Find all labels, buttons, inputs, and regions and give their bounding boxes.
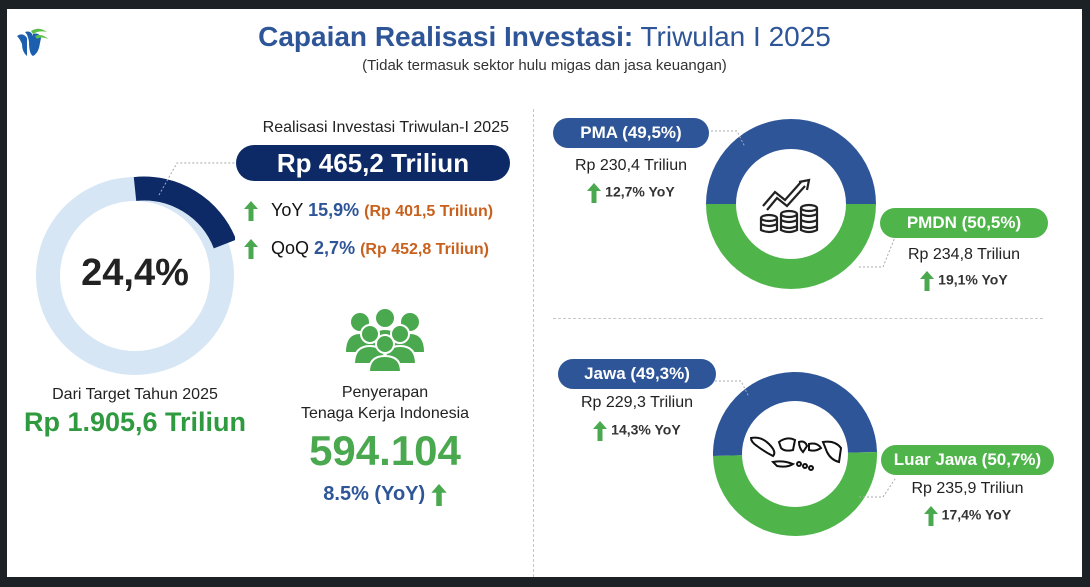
pmdn-yoy: 19,1% YoY <box>938 271 1008 288</box>
yoy-percent: 15,9% <box>308 200 360 220</box>
up-arrow-icon <box>244 239 258 260</box>
pmdn-label: PMDN (50,5%) <box>906 213 1022 232</box>
infographic-canvas: Capaian Realisasi Investasi: Triwulan I … <box>7 9 1082 577</box>
luar-jawa-yoy: 17,4% YoY <box>941 506 1012 523</box>
qoq-row: QoQ 2,7% (Rp 452,8 Triliun) <box>244 238 490 260</box>
realisasi-value-pill: Rp 465,2 Triliun <box>236 145 510 181</box>
employment-line1: Penyerapan <box>341 384 429 401</box>
qoq-label: QoQ <box>271 238 310 258</box>
title-period: Triwulan I 2025 <box>640 21 831 52</box>
up-arrow-icon <box>431 483 447 506</box>
jawa-donut-chart <box>713 372 877 536</box>
connector-line <box>859 236 896 268</box>
jawa-label: Jawa (49,3%) <box>584 364 690 383</box>
bkpm-logo-icon <box>17 28 48 56</box>
employment-line2: Tenaga Kerja Indonesia <box>300 405 470 422</box>
pma-pill: PMA (49,5%) <box>553 118 709 148</box>
connector-line <box>707 130 746 148</box>
jawa-value: Rp 229,3 Triliun <box>580 394 694 411</box>
connector-line <box>859 478 896 498</box>
luar-jawa-yoy-row: 17,4% YoY <box>881 506 1054 526</box>
realisasi-value: Rp 465,2 Triliun <box>276 148 470 178</box>
jawa-pill: Jawa (49,3%) <box>558 359 716 389</box>
people-group-icon <box>346 309 424 372</box>
page-subtitle: (Tidak termasuk sektor hulu migas dan ja… <box>362 57 727 74</box>
target-caption: Dari Target Tahun 2025 <box>52 386 218 403</box>
up-arrow-icon <box>593 421 608 441</box>
up-arrow-icon <box>587 183 602 203</box>
pmdn-yoy-row: 19,1% YoY <box>880 271 1048 291</box>
jawa-yoy: 14,3% YoY <box>611 421 681 438</box>
indonesia-map-icon <box>749 436 843 471</box>
target-value: Rp 1.905,6 Triliun <box>23 407 247 437</box>
pmdn-pill: PMDN (50,5%) <box>880 208 1048 238</box>
yoy-reference: (Rp 401,5 Triliun) <box>364 203 494 220</box>
realisasi-label: Realisasi Investasi Triwulan-I 2025 <box>262 119 509 136</box>
luar-jawa-value: Rp 235,9 Triliun <box>911 480 1024 497</box>
pma-value: Rp 230,4 Triliun <box>574 157 688 174</box>
pma-yoy: 12,7% YoY <box>605 183 675 200</box>
up-arrow-icon <box>244 201 258 222</box>
up-arrow-icon <box>920 271 935 291</box>
pma-label: PMA (49,5%) <box>580 123 682 142</box>
pmdn-value: Rp 234,8 Triliun <box>907 246 1021 263</box>
yoy-label: YoY <box>271 200 304 220</box>
page-title: Capaian Realisasi Investasi: Triwulan I … <box>7 21 1082 53</box>
title-bold: Capaian Realisasi Investasi: <box>258 21 634 52</box>
luar-jawa-label: Luar Jawa (50,7%) <box>893 450 1042 469</box>
qoq-percent: 2,7% <box>314 238 356 258</box>
employment-value: 594.104 <box>309 427 461 474</box>
up-arrow-icon <box>923 506 938 526</box>
pma-yoy-row: 12,7% YoY <box>553 183 709 203</box>
jawa-yoy-row: 14,3% YoY <box>558 421 716 441</box>
employment-growth-row: 8.5% (YoY) <box>275 483 495 506</box>
horizontal-divider <box>553 318 1043 319</box>
employment-growth: 8.5% (YoY) <box>323 483 426 505</box>
yoy-row: YoY 15,9% (Rp 401,5 Triliun) <box>244 200 494 222</box>
qoq-reference: (Rp 452,8 Triliun) <box>360 241 490 258</box>
target-percent: 24,4% <box>81 252 189 294</box>
connector-line <box>158 162 245 196</box>
target-donut-chart <box>36 176 235 375</box>
vertical-divider <box>533 109 534 577</box>
growth-coins-icon <box>759 178 819 234</box>
luar-jawa-pill: Luar Jawa (50,7%) <box>881 445 1054 475</box>
connector-line <box>711 380 750 398</box>
